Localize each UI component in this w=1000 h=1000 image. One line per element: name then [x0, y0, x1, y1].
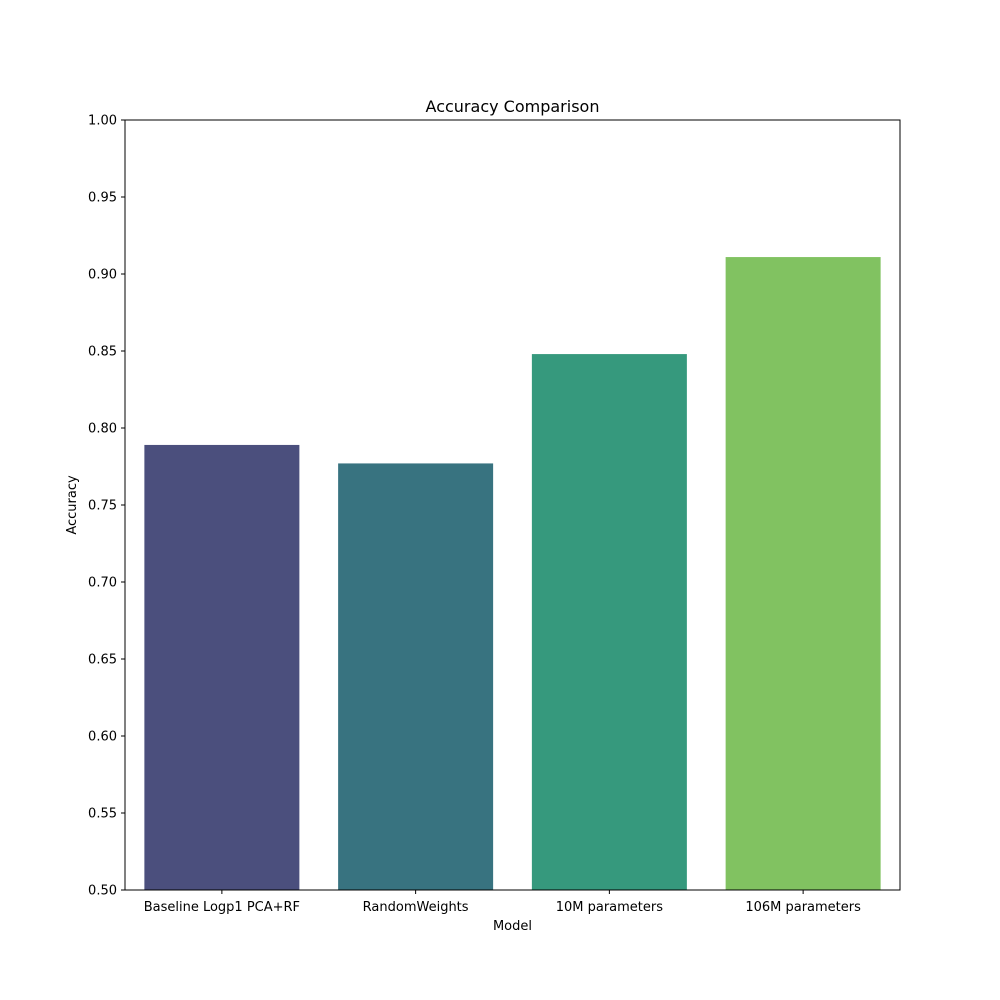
y-tick-label: 0.70	[88, 576, 117, 591]
x-tick-label: 106M parameters	[745, 900, 861, 915]
y-tick-label: 0.55	[88, 807, 117, 822]
y-tick-label: 0.80	[88, 422, 117, 437]
bar-10m-parameters	[531, 354, 687, 891]
y-tick-label: 0.90	[88, 268, 117, 283]
x-tick-label: 10M parameters	[556, 900, 664, 915]
bars-group	[144, 257, 881, 891]
y-tick-label: 0.50	[88, 884, 117, 899]
x-tick-label: RandomWeights	[363, 900, 469, 915]
bar-baseline-logp1-pca-rf	[144, 444, 300, 890]
y-tick-label: 0.95	[88, 191, 117, 206]
y-tick-label: 1.00	[88, 114, 117, 129]
y-tick-label: 0.85	[88, 345, 117, 360]
y-axis-ticks: 0.50 0.55 0.60 0.65 0.70 0.75 0.80 0.85 0.90 0.95…	[88, 114, 125, 899]
bar-randomweights	[338, 463, 494, 890]
x-axis-label: Model	[493, 919, 532, 934]
plot-area-frame	[124, 119, 901, 891]
y-axis-label: Accuracy	[65, 475, 80, 535]
x-axis-ticks: Baseline Logp1 PCA+RF RandomWeights 10M pa…	[144, 890, 861, 915]
y-tick-label: 0.75	[88, 499, 117, 514]
y-tick-label: 0.60	[88, 730, 117, 745]
chart-title: Accuracy Comparison	[426, 97, 600, 116]
y-tick-label: 0.65	[88, 653, 117, 668]
bar-106m-parameters	[725, 257, 881, 890]
x-tick-label: Baseline Logp1 PCA+RF	[144, 900, 300, 915]
